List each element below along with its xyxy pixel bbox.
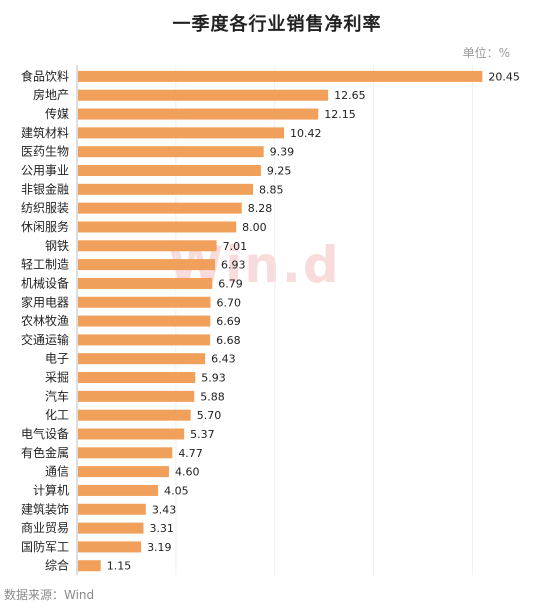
category-label: 传媒 xyxy=(45,106,69,121)
chart-title: 一季度各行业销售净利率 xyxy=(172,14,382,35)
value-label: 5.88 xyxy=(200,390,225,403)
category-label: 机械设备 xyxy=(21,275,69,290)
category-label: 建筑装饰 xyxy=(21,501,69,516)
value-label: 5.93 xyxy=(201,372,226,385)
value-label: 7.01 xyxy=(223,240,248,253)
value-label: 12.15 xyxy=(324,108,356,121)
bar xyxy=(78,466,169,478)
value-label: 5.37 xyxy=(190,428,215,441)
bar xyxy=(78,221,237,233)
value-label: 8.85 xyxy=(259,183,284,196)
value-label: 5.70 xyxy=(197,409,222,422)
category-label: 纺织服装 xyxy=(21,201,69,215)
value-label: 4.05 xyxy=(164,484,189,497)
category-label: 医药生物 xyxy=(21,145,69,159)
value-label: 6.93 xyxy=(221,259,246,272)
value-label: 4.77 xyxy=(178,447,203,460)
category-label: 有色金属 xyxy=(21,445,69,460)
value-label: 6.43 xyxy=(211,353,236,366)
bar xyxy=(78,277,213,289)
category-label: 农林牧渔 xyxy=(21,314,69,328)
bar xyxy=(78,183,253,195)
value-label: 9.39 xyxy=(270,146,295,159)
category-label: 休闲服务 xyxy=(21,219,69,234)
bar xyxy=(78,89,329,101)
bar xyxy=(78,560,101,572)
bar xyxy=(78,70,483,82)
category-label: 食品饮料 xyxy=(21,68,69,83)
bar xyxy=(78,127,285,139)
bar xyxy=(78,447,173,459)
category-label: 计算机 xyxy=(33,482,69,497)
bar xyxy=(78,240,217,252)
bar xyxy=(78,259,216,271)
bar xyxy=(78,315,211,327)
bar xyxy=(78,522,144,534)
category-label: 采掘 xyxy=(45,370,69,385)
bar xyxy=(78,334,211,346)
bar xyxy=(78,428,185,440)
category-label: 电子 xyxy=(45,352,69,366)
category-label: 钢铁 xyxy=(45,239,69,253)
value-label: 3.43 xyxy=(152,503,177,516)
value-label: 3.31 xyxy=(149,522,174,535)
category-label: 电气设备 xyxy=(21,426,69,441)
category-label: 非银金融 xyxy=(21,181,69,196)
category-label: 公用事业 xyxy=(21,164,69,178)
value-label: 6.70 xyxy=(216,296,241,309)
value-label: 9.25 xyxy=(267,165,292,178)
category-label: 交通运输 xyxy=(21,332,69,347)
category-label: 建筑材料 xyxy=(21,125,69,140)
bar xyxy=(78,372,196,384)
category-label: 通信 xyxy=(45,465,69,479)
value-label: 3.19 xyxy=(147,541,172,554)
value-label: 20.45 xyxy=(488,70,520,83)
bar xyxy=(78,108,319,120)
bar xyxy=(78,165,261,177)
bar xyxy=(78,146,264,158)
bar xyxy=(78,202,242,214)
value-label: 8.28 xyxy=(248,202,273,215)
unit-label: 单位：% xyxy=(462,46,510,60)
category-label: 轻工制造 xyxy=(21,258,69,272)
category-label: 综合 xyxy=(45,558,69,573)
bar xyxy=(78,503,146,515)
category-label: 化工 xyxy=(45,408,69,422)
category-label: 国防军工 xyxy=(21,539,69,554)
value-label: 6.69 xyxy=(216,315,241,328)
value-label: 4.60 xyxy=(175,466,200,479)
source-note: 数据来源：Wind xyxy=(4,588,95,602)
category-label: 商业贸易 xyxy=(21,520,69,535)
bar xyxy=(78,353,206,365)
value-label: 10.42 xyxy=(290,127,322,140)
bar xyxy=(78,409,191,421)
bar xyxy=(78,390,195,402)
bar xyxy=(78,541,142,553)
category-label: 房地产 xyxy=(33,87,69,102)
value-label: 6.68 xyxy=(216,334,241,347)
value-label: 1.15 xyxy=(107,560,132,573)
value-label: 6.79 xyxy=(218,277,243,290)
value-label: 12.65 xyxy=(334,89,366,102)
value-label: 8.00 xyxy=(242,221,267,234)
category-label: 汽车 xyxy=(45,388,69,403)
bar xyxy=(78,484,159,496)
category-label: 家用电器 xyxy=(21,294,69,309)
bar xyxy=(78,296,211,308)
